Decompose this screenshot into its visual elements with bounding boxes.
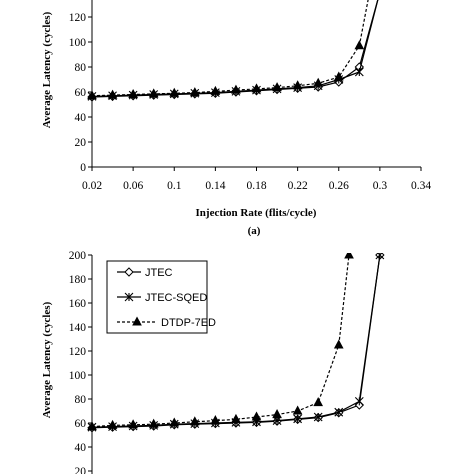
chart-a: 0 20 40 60 80 100 120 0.02 0.06 0.1 0.14 0.18 0.22 0.… — [41, 0, 431, 237]
chart-a-series-3-line — [91, 0, 369, 97]
chart-a-x-tick-label: 0.1 — [167, 180, 182, 192]
chart-a-series-3-point-triangle — [169, 87, 180, 97]
chart-b-series-2-point-star — [354, 397, 364, 406]
chart-b-series-3-point-triangle — [251, 411, 262, 421]
chart-a-series-3-point-triangle — [313, 77, 324, 87]
legend-marker-diamond — [124, 267, 134, 277]
legend-item-jtec: JTEC — [117, 267, 173, 279]
chart-b-series-3-point-triangle — [107, 419, 118, 429]
chart-a-series-3-point-triangle — [333, 71, 344, 81]
chart-a-x-tick-label: 0.22 — [288, 180, 308, 192]
chart-a-series-2-point-star — [354, 67, 364, 77]
chart-b-series-3-point-triangle — [344, 253, 354, 259]
chart-a-y-tick-label: 80 — [75, 62, 87, 74]
chart-b-y-tick-label: 20 — [75, 466, 87, 474]
chart-a-marks — [87, 0, 379, 102]
chart-b: 20 40 60 80 100 120 140 160 180 200 Average Laten… — [41, 250, 385, 474]
chart-a-series-3-point-triangle — [148, 88, 159, 98]
chart-a-series-3-point-triangle — [292, 80, 303, 90]
chart-a-y-tick-label: 120 — [69, 12, 87, 24]
chart-a-x-tick-label: 0.14 — [205, 180, 225, 192]
chart-b-y-tick-label: 120 — [69, 346, 87, 358]
chart-a-x-axis-label: Injection Rate (flits/cycle) — [196, 207, 317, 219]
chart-b-legend: JTEC JTEC-SQED DTDP-7ED — [106, 260, 216, 334]
chart-a-series-3-point-triangle — [128, 88, 138, 98]
chart-a-series-3-point-triangle — [251, 83, 262, 93]
chart-a-series-3-point-triangle — [189, 87, 200, 97]
chart-b-series-2-point-star — [313, 412, 323, 422]
chart-b-y-tick-label: 40 — [75, 442, 87, 454]
chart-a-x-tick-label: 0.18 — [246, 180, 266, 192]
chart-b-y-tick-label: 200 — [69, 250, 87, 262]
legend-marker-diamond — [117, 267, 141, 277]
chart-a-x-tick-label: 0.02 — [82, 180, 102, 192]
chart-b-series-3-point-triangle — [189, 416, 200, 426]
chart-b-series-2-point-star — [293, 414, 303, 424]
chart-a-series-3-point-triangle — [354, 40, 365, 50]
chart-b-series-3-point-triangle — [148, 418, 159, 428]
legend-label-jtec-sqed: JTEC-SQED — [145, 292, 207, 304]
chart-b-y-tick-label: 160 — [69, 298, 87, 310]
chart-b-series-3-point-triangle — [128, 419, 138, 429]
chart-a-series-3-point-triangle — [210, 85, 221, 95]
chart-b-series-3-point-triangle — [169, 417, 180, 427]
legend-item-dtdp-7ed: DTDP-7ED — [117, 316, 216, 329]
chart-a-panel-label: (a) — [248, 225, 261, 237]
chart-a-y-axis-label: Average Latency (cycles) — [41, 11, 53, 128]
chart-b-series-2-point-star — [375, 253, 385, 260]
chart-b-axes — [88, 254, 93, 474]
legend-marker-triangle — [132, 316, 142, 326]
chart-b-series-3-point-triangle — [231, 413, 241, 423]
chart-b-y-tick-label: 140 — [69, 322, 87, 334]
legend-marker-star — [117, 292, 141, 302]
chart-a-tick-labels: 0 20 40 60 80 100 120 0.02 0.06 0.1 0.14 0.18 0.22 0.… — [69, 12, 432, 192]
chart-b-series-3-point-triangle — [313, 397, 324, 407]
legend-label-dtdp-7ed: DTDP-7ED — [161, 317, 216, 329]
chart-b-series-3-point-triangle — [210, 415, 221, 425]
legend-marker-triangle — [117, 316, 157, 326]
legend-marker-star — [124, 292, 134, 302]
chart-a-x-tick-label: 0.3 — [373, 180, 388, 192]
chart-a-x-tick-label: 0.26 — [329, 180, 349, 192]
chart-a-series-3-point-triangle — [107, 89, 118, 99]
chart-a-y-tick-label: 20 — [75, 137, 87, 149]
chart-b-y-tick-label: 80 — [75, 394, 87, 406]
chart-b-y-tick-label: 100 — [69, 370, 87, 382]
chart-a-y-tick-label: 60 — [75, 87, 87, 99]
chart-b-series-3-point-triangle — [292, 405, 303, 415]
chart-b-series-3-point-triangle — [272, 409, 282, 419]
chart-b-y-axis-label: Average Latency (cycles) — [41, 301, 53, 418]
chart-a-y-tick-label: 0 — [80, 162, 86, 174]
chart-b-y-tick-label: 60 — [75, 418, 87, 430]
chart-a-axes — [88, 0, 422, 171]
chart-a-x-tick-label: 0.06 — [123, 180, 143, 192]
chart-a-x-tick-label: 0.34 — [411, 180, 431, 192]
chart-a-y-tick-label: 40 — [75, 112, 87, 124]
chart-b-y-tick-label: 180 — [69, 274, 87, 286]
chart-a-y-tick-label: 100 — [69, 37, 87, 49]
chart-b-series-3-point-triangle — [333, 339, 344, 349]
chart-b-marks — [87, 253, 385, 433]
chart-a-series-3-point-triangle — [231, 84, 241, 94]
chart-b-tick-labels: 20 40 60 80 100 120 140 160 180 200 — [69, 250, 87, 474]
chart-b-series-2-point-star — [334, 407, 344, 417]
chart-a-series-3-point-triangle — [272, 82, 282, 92]
legend-item-jtec-sqed: JTEC-SQED — [117, 292, 207, 304]
legend-label-jtec: JTEC — [145, 267, 173, 279]
